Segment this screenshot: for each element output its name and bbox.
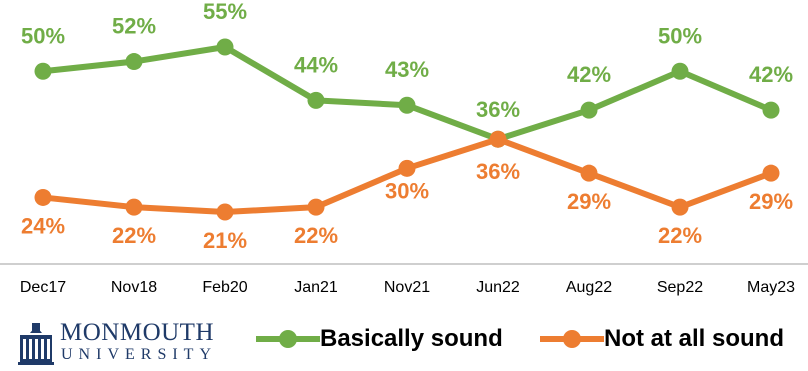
data-point-not-at-all-sound-nov21: [398, 159, 416, 177]
data-point-not-at-all-sound-may23: [762, 164, 780, 182]
data-label-not-at-all-sound-jan21: 22%: [294, 223, 338, 248]
data-label-not-at-all-sound-nov18: 22%: [112, 223, 156, 248]
data-label-not-at-all-sound-nov21: 30%: [385, 178, 429, 203]
university-building-icon: [18, 323, 54, 365]
data-point-basically-sound-jan21: [307, 91, 325, 109]
data-label-not-at-all-sound-dec17: 24%: [21, 213, 65, 238]
data-label-not-at-all-sound-jun22: 36%: [476, 159, 520, 184]
data-label-basically-sound-dec17: 50%: [21, 23, 65, 48]
data-label-not-at-all-sound-sep22: 22%: [658, 223, 702, 248]
line-chart: 50% 52% 55% 44% 43% 36% 42% 50% 42% 24% 22% 21% 22% 3…: [0, 0, 808, 296]
data-label-basically-sound-aug22: 42%: [567, 62, 611, 87]
data-label-basically-sound-nov18: 52%: [112, 14, 156, 39]
data-point-not-at-all-sound-dec17: [34, 188, 52, 206]
data-point-basically-sound-feb20: [216, 38, 234, 56]
legend-not-at-all-sound: Not at all sound: [540, 322, 784, 356]
data-label-basically-sound-jun22: 36%: [476, 97, 520, 122]
data-label-not-at-all-sound-aug22: 29%: [567, 189, 611, 214]
legend-basically-sound: Basically sound: [256, 322, 503, 356]
logo-line2: UNIVERSITY: [61, 346, 217, 363]
data-point-not-at-all-sound-jun22: [489, 130, 507, 148]
data-point-not-at-all-sound-aug22: [580, 164, 598, 182]
monmouth-university-logo: MONMOUTH UNIVERSITY: [18, 319, 218, 367]
legend-label-basically-sound: Basically sound: [320, 325, 503, 352]
x-tick-label-nov21: Nov21: [384, 279, 430, 296]
data-point-not-at-all-sound-nov18: [125, 198, 143, 216]
data-point-not-at-all-sound-sep22: [671, 198, 689, 216]
data-label-not-at-all-sound-may23: 29%: [749, 189, 793, 214]
data-point-not-at-all-sound-feb20: [216, 203, 234, 221]
data-label-basically-sound-sep22: 50%: [658, 23, 702, 48]
data-point-not-at-all-sound-jan21: [307, 198, 325, 216]
x-tick-label-sep22: Sep22: [657, 279, 703, 296]
data-point-basically-sound-dec17: [34, 62, 52, 80]
data-label-basically-sound-nov21: 43%: [385, 57, 429, 82]
data-point-basically-sound-aug22: [580, 101, 598, 119]
legend-marker-basically-sound: [256, 330, 320, 348]
x-tick-label-feb20: Feb20: [202, 279, 247, 296]
data-point-basically-sound-may23: [762, 101, 780, 119]
x-tick-label-dec17: Dec17: [20, 279, 66, 296]
logo-line1: MONMOUTH: [60, 319, 214, 346]
legend-marker-not-at-all-sound: [540, 330, 604, 348]
data-point-basically-sound-sep22: [671, 62, 689, 80]
data-point-basically-sound-nov18: [125, 53, 143, 71]
data-label-basically-sound-may23: 42%: [749, 62, 793, 87]
x-tick-label-jan21: Jan21: [294, 279, 338, 296]
data-point-basically-sound-nov21: [398, 96, 416, 114]
x-tick-label-aug22: Aug22: [566, 279, 612, 296]
x-tick-label-may23: May23: [747, 279, 795, 296]
x-tick-label-nov18: Nov18: [111, 279, 157, 296]
data-label-basically-sound-feb20: 55%: [203, 0, 247, 24]
x-tick-label-jun22: Jun22: [476, 279, 520, 296]
legend-label-not-at-all-sound: Not at all sound: [604, 325, 784, 352]
data-label-basically-sound-jan21: 44%: [294, 52, 338, 77]
data-label-not-at-all-sound-feb20: 21%: [203, 228, 247, 253]
